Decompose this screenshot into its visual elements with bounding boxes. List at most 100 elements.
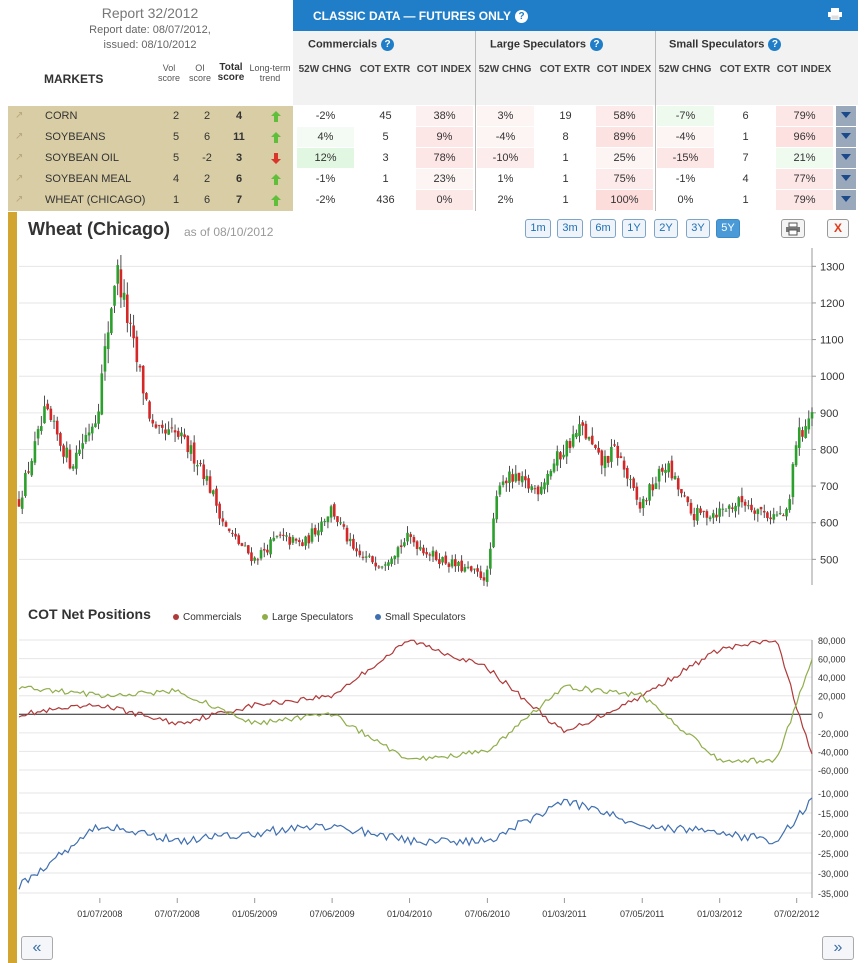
candle-body <box>740 495 744 503</box>
candle-body <box>715 514 718 518</box>
table-cell: 3% <box>477 106 534 126</box>
y-tick-label: 1100 <box>820 335 844 347</box>
market-row[interactable]: ↗ SOYBEANS 5 6 11 <box>8 127 293 148</box>
candle-body <box>116 265 120 284</box>
row-expand-button[interactable] <box>836 106 856 126</box>
table-cell: 1% <box>477 169 534 189</box>
y-tick-label: -25,000 <box>818 849 849 859</box>
market-row[interactable]: ↗ SOYBEAN MEAL 4 2 6 <box>8 169 293 190</box>
table-cell: 9% <box>416 127 473 147</box>
candle-body <box>750 504 753 511</box>
candle-body <box>460 560 463 572</box>
candle-body <box>667 463 670 473</box>
candle-body <box>231 532 234 534</box>
candle-body <box>103 346 107 372</box>
table-cell: -1% <box>297 169 354 189</box>
table-cell: 96% <box>776 127 833 147</box>
price-chart: 500 600 700 800 900 1000 1100 1200 1300 <box>17 248 844 587</box>
y-tick-label: 1300 <box>820 261 844 273</box>
range-button-5y[interactable]: 5Y <box>716 219 740 238</box>
candle-body <box>705 511 709 518</box>
x-tick-label: 07/06/2009 <box>310 909 355 919</box>
sub-cot-extr: COT EXTR <box>719 64 771 75</box>
table-cell: 79% <box>776 190 833 210</box>
row-expand-button[interactable] <box>836 190 856 210</box>
candle-body <box>731 507 734 509</box>
table-cell: 3 <box>357 148 414 168</box>
range-button-6m[interactable]: 6m <box>590 219 616 238</box>
candle-body <box>157 425 161 427</box>
table-cell: 45 <box>357 106 414 126</box>
y-tick-label: 40,000 <box>818 673 846 683</box>
sub-52w-chng: 52W CHNG <box>298 64 352 75</box>
group-large-speculators: Large Speculators <box>490 38 586 51</box>
chevron-down-icon <box>841 196 851 202</box>
candle-body <box>68 449 72 469</box>
help-icon[interactable]: ? <box>515 10 529 24</box>
candle-body <box>648 484 651 501</box>
market-row[interactable]: ↗ WHEAT (CHICAGO) 1 6 7 <box>8 190 293 211</box>
print-icon[interactable] <box>828 8 842 20</box>
candle-body <box>657 468 661 482</box>
candle-body <box>294 538 298 541</box>
x-tick-label: 01/03/2012 <box>697 909 742 919</box>
row-expand-button[interactable] <box>836 127 856 147</box>
x-tick-label: 07/07/2008 <box>155 909 200 919</box>
trend-up-icon <box>271 111 281 122</box>
candle-body <box>348 538 352 542</box>
candle-body <box>36 429 40 439</box>
banner-title: CLASSIC DATA — FUTURES ONLY <box>313 9 512 23</box>
candle-body <box>641 498 645 509</box>
candle-body <box>635 486 639 500</box>
legend-item[interactable]: Small Speculators <box>375 612 466 623</box>
candle-body <box>766 512 769 519</box>
table-cell: 23% <box>416 169 473 189</box>
total-score: 7 <box>235 194 243 206</box>
candle-body <box>734 505 737 512</box>
candle-body <box>301 542 304 546</box>
total-score-header: Total score <box>217 62 245 83</box>
candle-body <box>801 430 804 437</box>
market-row[interactable]: ↗ SOYBEAN OIL 5 -2 3 <box>8 148 293 169</box>
candle-body <box>645 500 648 502</box>
trend-down-icon <box>271 153 281 164</box>
range-button-2y[interactable]: 2Y <box>654 219 678 238</box>
print-icon[interactable] <box>781 219 805 238</box>
help-icon[interactable]: ? <box>381 38 395 51</box>
help-icon[interactable]: ? <box>768 38 782 51</box>
candle-body <box>610 446 613 462</box>
oi-score-header: OI score <box>188 63 211 83</box>
candle-body <box>122 292 126 300</box>
market-name: SOYBEANS <box>45 131 106 143</box>
candle-body <box>211 490 215 495</box>
trend-up-icon <box>271 174 281 185</box>
y-tick-label: 600 <box>820 518 838 530</box>
candle-body <box>594 444 597 448</box>
candle-body <box>613 444 616 446</box>
row-expand-button[interactable] <box>836 169 856 189</box>
candle-body <box>797 427 801 449</box>
vol-score: 1 <box>172 194 180 206</box>
candle-body <box>664 469 667 473</box>
prev-button[interactable]: « <box>21 936 53 960</box>
market-row[interactable]: ↗ CORN 2 2 4 <box>8 106 293 127</box>
candle-body <box>524 476 527 481</box>
range-button-1y[interactable]: 1Y <box>622 219 646 238</box>
candle-body <box>234 533 237 537</box>
legend-item[interactable]: Commercials <box>173 612 241 623</box>
oi-score: 2 <box>203 110 211 122</box>
close-icon[interactable]: X <box>827 219 849 238</box>
candle-body <box>568 441 572 449</box>
row-expand-button[interactable] <box>836 148 856 168</box>
range-button-3m[interactable]: 3m <box>557 219 583 238</box>
sub-header-row: 52W CHNG COT EXTR COT INDEX 52W CHNG COT… <box>293 59 858 105</box>
help-icon[interactable]: ? <box>589 38 603 51</box>
candle-body <box>221 518 225 522</box>
candle-body <box>317 530 320 536</box>
sub-cot-index: COT INDEX <box>416 64 472 75</box>
candle-body <box>737 497 741 507</box>
legend-item[interactable]: Large Speculators <box>262 612 353 623</box>
range-button-1m[interactable]: 1m <box>525 219 551 238</box>
range-button-3y[interactable]: 3Y <box>686 219 710 238</box>
next-button[interactable]: » <box>822 936 854 960</box>
